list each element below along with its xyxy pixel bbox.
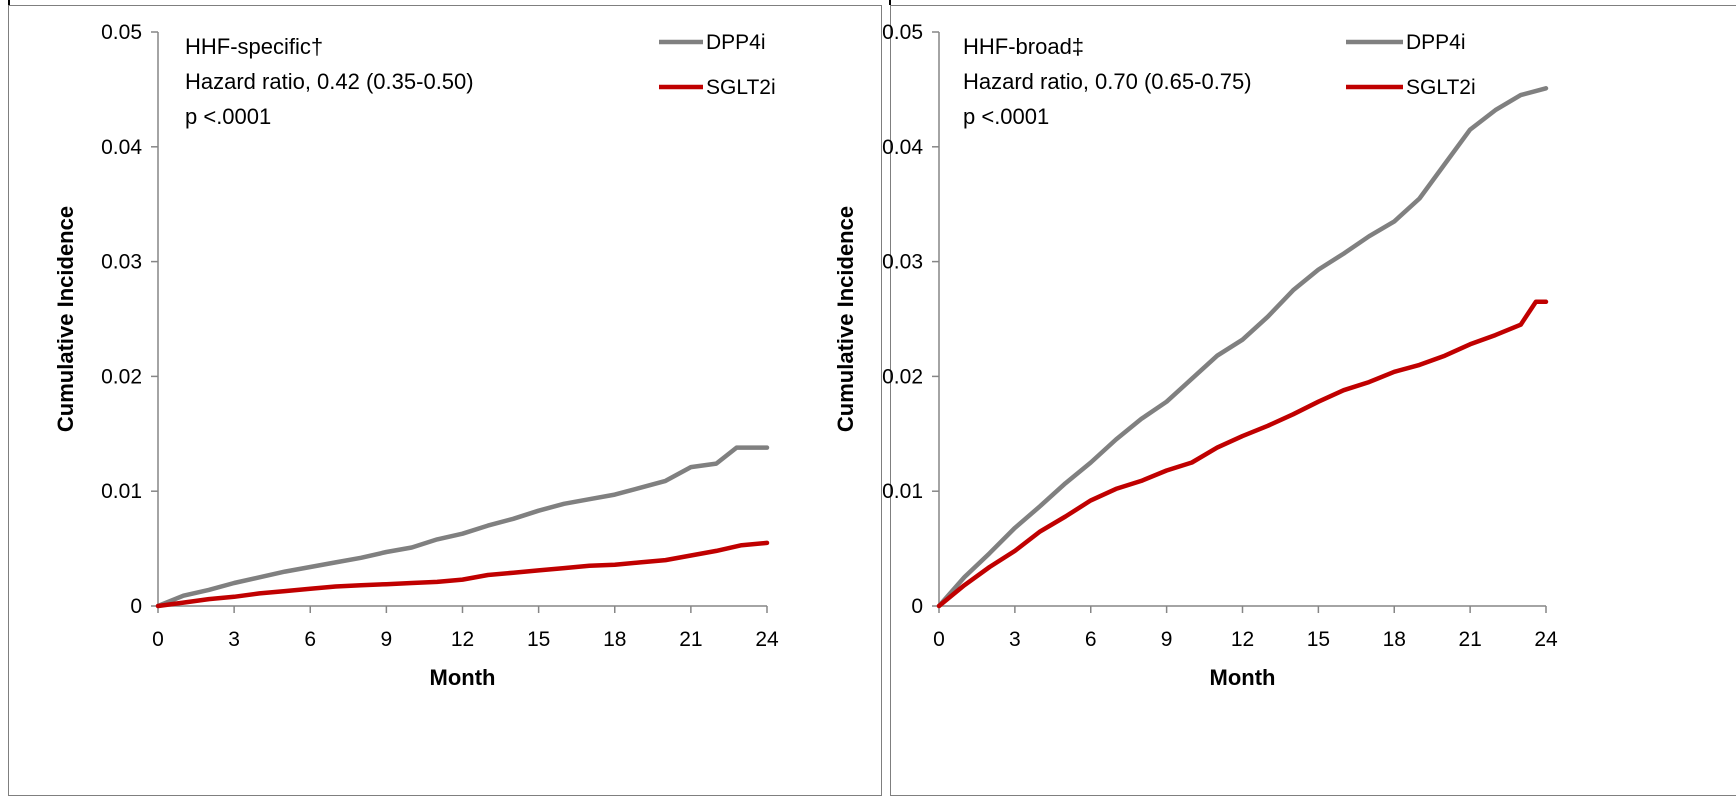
x-tick-label: 9 xyxy=(381,628,393,651)
series-line-sglt2i xyxy=(936,299,1549,609)
x-axis-title: Month xyxy=(1210,665,1276,690)
annotation-line-1: HHF-specific† xyxy=(185,34,323,59)
y-tick-label: 0.03 xyxy=(882,251,923,274)
y-tick-label: 0.01 xyxy=(882,480,923,503)
x-tick-label: 12 xyxy=(451,628,474,651)
x-tick-label: 15 xyxy=(1307,628,1330,651)
y-tick-label: 0 xyxy=(911,595,923,618)
x-tick-label: 6 xyxy=(1085,628,1097,651)
annotation-line-1: HHF-broad‡ xyxy=(963,34,1084,59)
y-tick-label: 0.02 xyxy=(101,365,142,388)
y-tick-label: 0.01 xyxy=(101,480,142,503)
legend-label-sglt2i: SGLT2i xyxy=(1406,76,1476,99)
chart-panel-left: 0 0.01 0.02 0.03 0.04 0.05 0 3 6 9 12 15 18 21 24 Month… xyxy=(8,5,882,796)
frame-mark-left xyxy=(8,0,10,5)
y-tick-label: 0.03 xyxy=(101,251,142,274)
y-tick-label: 0 xyxy=(130,595,142,618)
x-tick-label: 3 xyxy=(228,628,240,651)
annotation-line-2: Hazard ratio, 0.42 (0.35-0.50) xyxy=(185,69,474,94)
x-tick-label: 15 xyxy=(527,628,550,651)
annotation-line-2: Hazard ratio, 0.70 (0.65-0.75) xyxy=(963,69,1252,94)
x-tick-label: 18 xyxy=(603,628,626,651)
chart-left: 0 0.01 0.02 0.03 0.04 0.05 0 3 6 9 12 15 18 21 24 Month… xyxy=(53,21,779,690)
annotation-line-3: p <.0001 xyxy=(185,104,271,129)
y-tick-label: 0.04 xyxy=(882,136,923,159)
y-tick-label: 0.05 xyxy=(101,21,142,44)
y-tick-label: 0.04 xyxy=(101,136,142,159)
x-axis-title: Month xyxy=(430,665,496,690)
y-axis-title: Cumulative Incidence xyxy=(53,206,78,432)
y-tick-label: 0.05 xyxy=(882,21,923,44)
x-tick-label: 21 xyxy=(679,628,702,651)
x-tick-label: 18 xyxy=(1383,628,1406,651)
legend-label-dpp4i: DPP4i xyxy=(1406,31,1466,54)
y-tick-label: 0.02 xyxy=(882,365,923,388)
legend-label-sglt2i: SGLT2i xyxy=(706,76,776,99)
y-axis-title: Cumulative Incidence xyxy=(833,206,858,432)
series-line-dpp4i xyxy=(936,86,1549,609)
x-tick-label: 3 xyxy=(1009,628,1021,651)
x-tick-label: 24 xyxy=(1534,628,1558,651)
x-tick-label: 24 xyxy=(755,628,779,651)
annotation-line-3: p <.0001 xyxy=(963,104,1049,129)
chart-right: 0 0.01 0.02 0.03 0.04 0.05 0 3 6 9 12 15 18 21 24 Month… xyxy=(833,21,1558,690)
x-tick-label: 0 xyxy=(933,628,945,651)
x-tick-label: 21 xyxy=(1458,628,1481,651)
series-line-sglt2i xyxy=(155,540,770,609)
x-tick-label: 6 xyxy=(304,628,316,651)
x-tick-label: 9 xyxy=(1161,628,1173,651)
series-line-dpp4i xyxy=(155,445,770,609)
x-tick-label: 12 xyxy=(1231,628,1254,651)
chart-panel-right: 0 0.01 0.02 0.03 0.04 0.05 0 3 6 9 12 15 18 21 24 Month… xyxy=(833,5,1736,796)
frame-mark-middle xyxy=(889,0,891,5)
x-tick-label: 0 xyxy=(152,628,164,651)
legend-label-dpp4i: DPP4i xyxy=(706,31,766,54)
